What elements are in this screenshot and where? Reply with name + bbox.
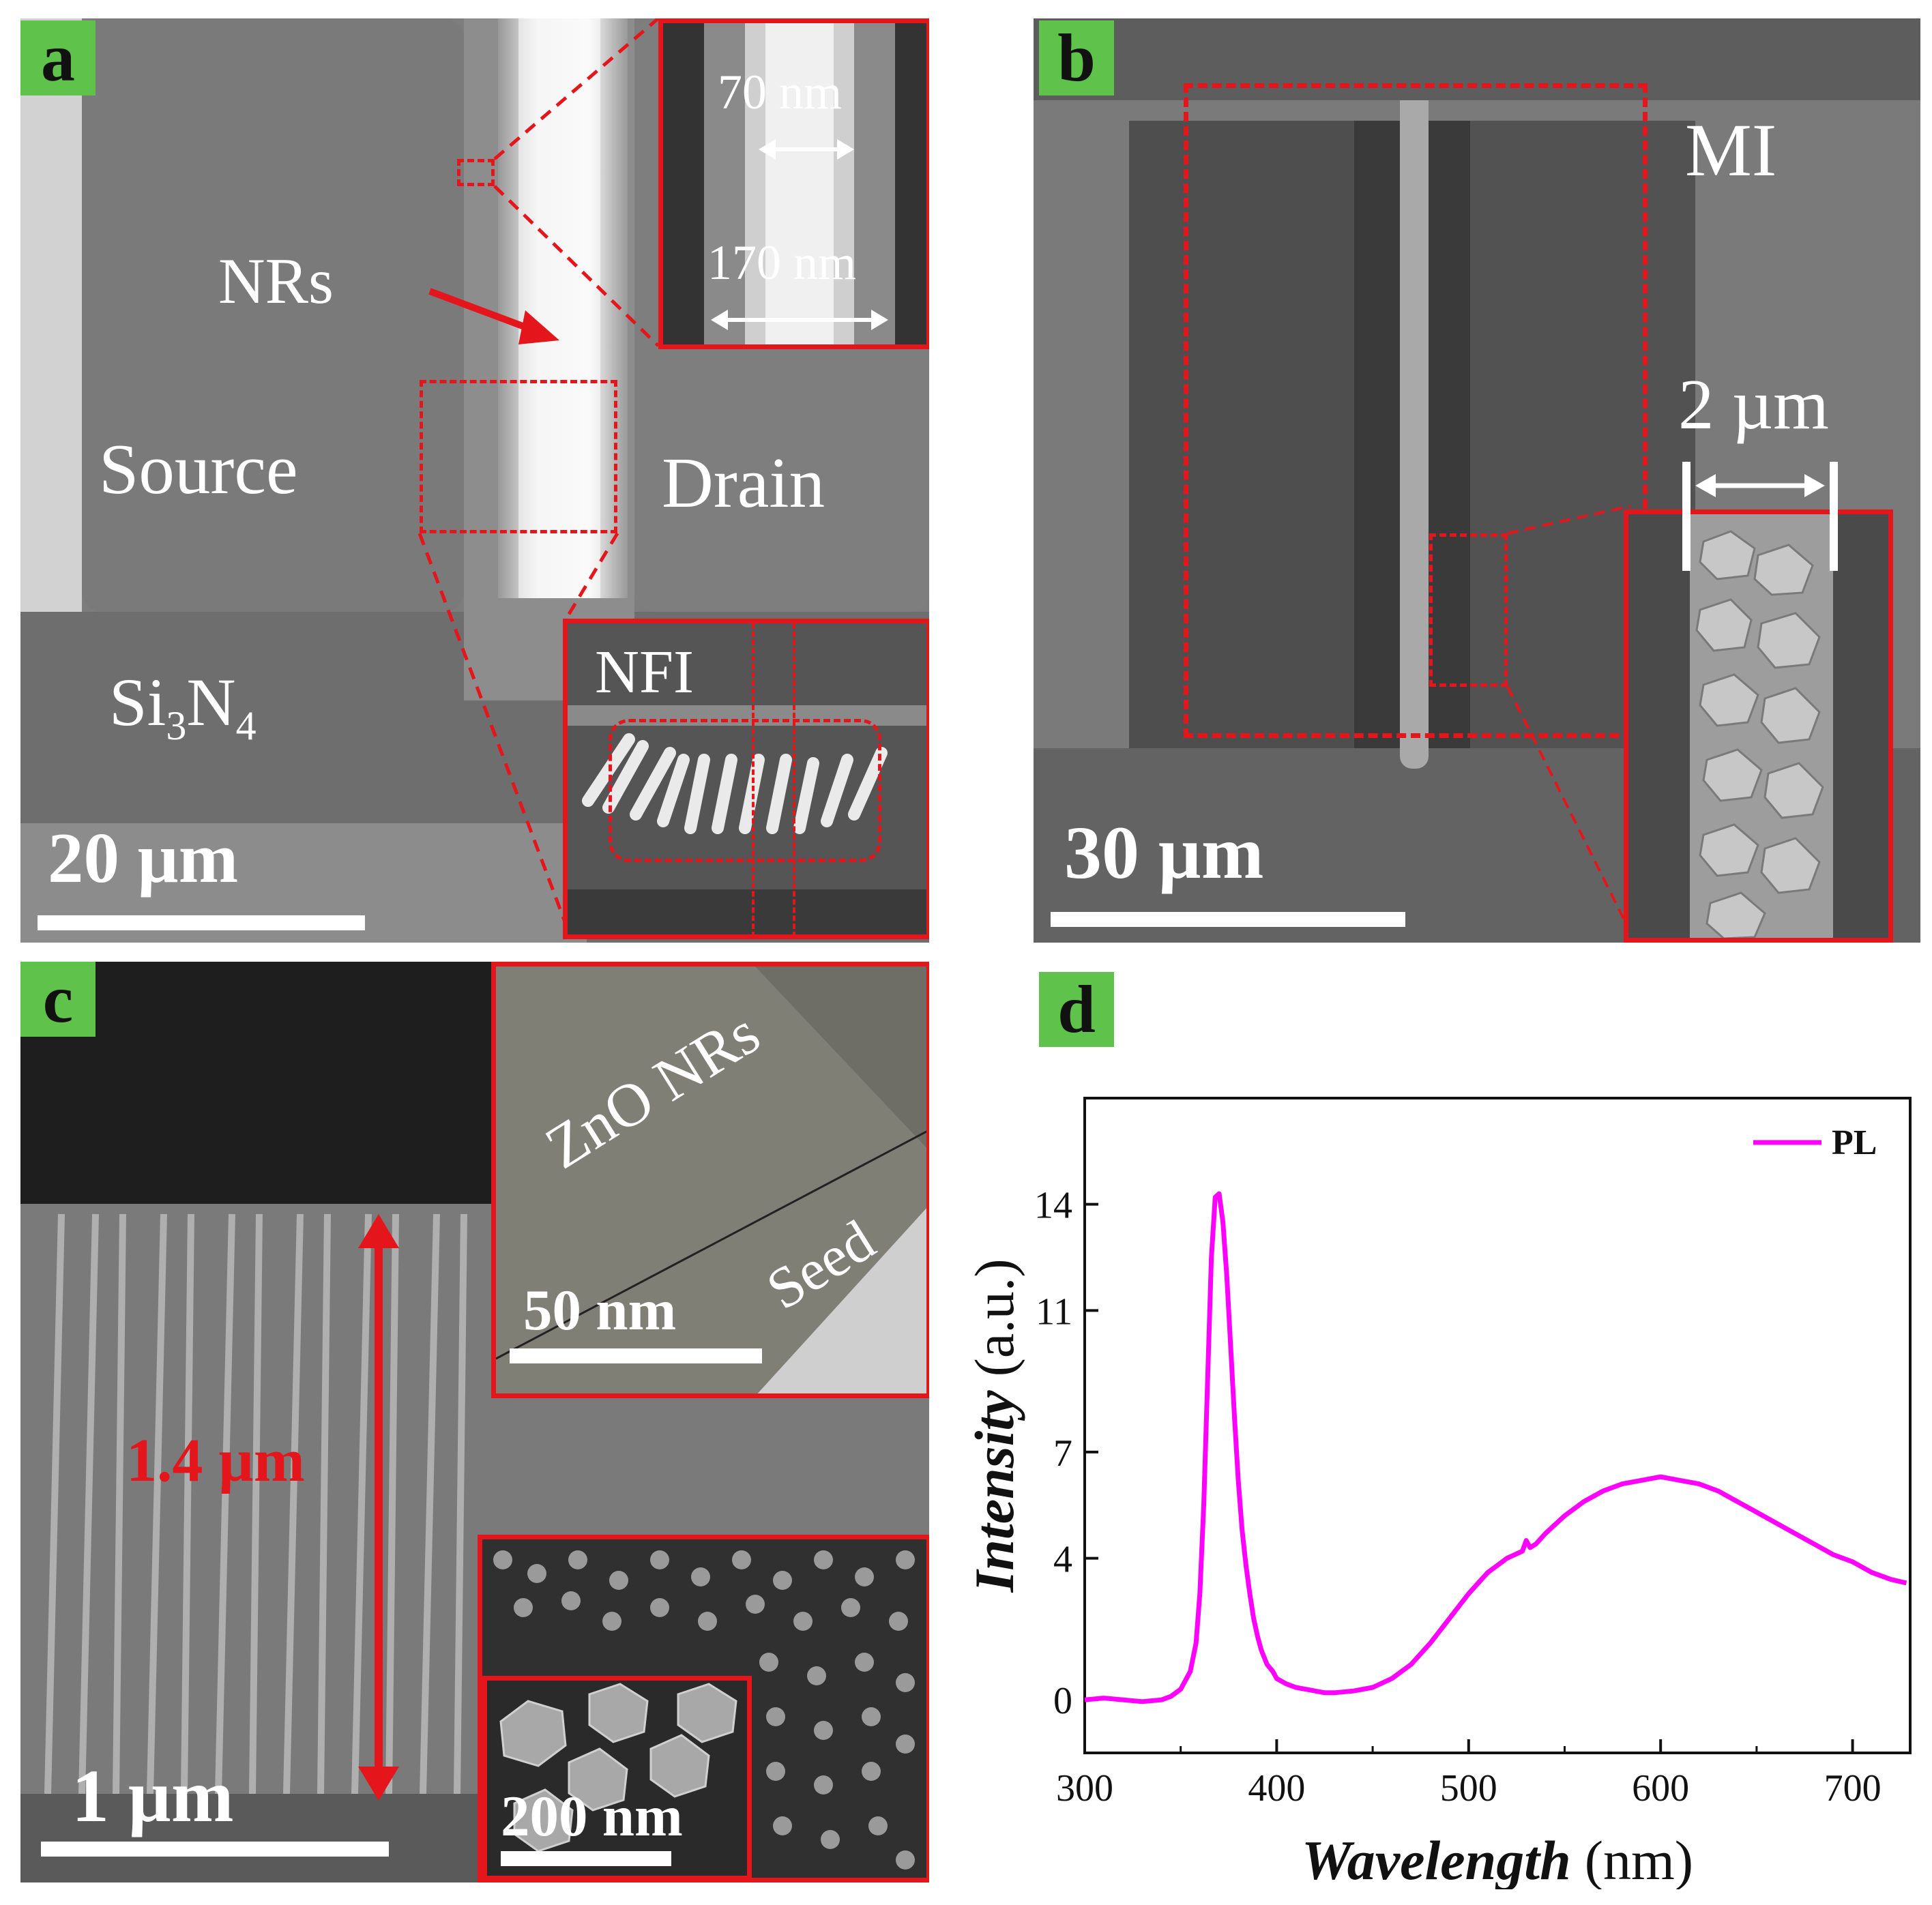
width-inner-label: 70 nm xyxy=(718,65,843,119)
drain-label: Drain xyxy=(662,443,825,522)
legend-pl-label: PL xyxy=(1832,1123,1877,1162)
inset-b-image xyxy=(1628,514,1888,938)
x-tick-label: 700 xyxy=(1824,1767,1882,1810)
nfi-divider-left xyxy=(752,623,755,934)
zoom-region-b xyxy=(1429,533,1508,687)
y-tick-label: 0 xyxy=(1053,1680,1072,1722)
zoom-lines xyxy=(418,18,660,926)
x-tick-label: 500 xyxy=(1440,1767,1497,1810)
inset-c-tem: ZnO NRs Seed 50 nm xyxy=(491,962,929,1398)
panel-b-scale-bar xyxy=(1051,912,1405,927)
mi-label: MI xyxy=(1685,108,1777,192)
zoom-region-bottom xyxy=(420,380,617,533)
panel-b-scale-label: 30 µm xyxy=(1064,811,1264,894)
nfi-region xyxy=(609,719,881,862)
x-tick-label: 600 xyxy=(1632,1767,1689,1810)
x-axis-title: Wavelength xyxy=(1302,1829,1571,1889)
inset-c-top-view: 200 nm xyxy=(478,1535,929,1882)
x-axis-unit: (nm) xyxy=(1585,1829,1693,1889)
panel-d-label: d xyxy=(1039,972,1114,1047)
width-label-b: 2 µm xyxy=(1678,364,1829,444)
inset-bottom-image xyxy=(568,623,926,934)
y-axis-title: Intensity xyxy=(963,1390,1025,1593)
plot-frame xyxy=(1083,1097,1912,1754)
panel-c-zoom-scale-label: 200 nm xyxy=(501,1784,683,1848)
width-arrow-b xyxy=(1682,462,1838,571)
inset-b-nr-array xyxy=(1624,510,1893,943)
y-tick-label: 4 xyxy=(1053,1539,1072,1581)
tick-labels: 300 400 500 600 700 0 4 7 11 14 xyxy=(1034,1185,1882,1810)
panel-a-scale-bar xyxy=(38,915,365,930)
panel-c-label: c xyxy=(20,962,96,1037)
inset-c-zoom-image xyxy=(487,1681,747,1876)
y-axis-label: Intensity (a.u.) xyxy=(963,1258,1025,1593)
source-label: Source xyxy=(99,429,298,509)
inset-top-image xyxy=(663,23,926,344)
zoom-region-small xyxy=(457,159,495,186)
panel-c: 1.4 µm ZnO NRs Seed 50 nm xyxy=(20,962,929,1882)
panel-c-zoom-scale-bar xyxy=(501,1851,671,1866)
panel-b: MI 2 µm xyxy=(1034,18,1920,943)
panel-a: NRs Source Drain Si3N4 70 nm 170 nm xyxy=(20,18,929,943)
panel-a-label: a xyxy=(20,20,96,95)
axis-ticks xyxy=(1083,1202,1854,1753)
y-tick-label: 7 xyxy=(1053,1432,1072,1475)
nfi-label: NFI xyxy=(595,638,694,706)
inset-c-zoom: 200 nm xyxy=(482,1676,752,1878)
y-tick-label: 11 xyxy=(1036,1290,1072,1333)
nfi-divider-right xyxy=(793,623,795,934)
nrs-label: NRs xyxy=(218,245,334,317)
width-outer-label: 170 nm xyxy=(707,235,857,290)
height-arrow xyxy=(358,1214,399,1801)
inset-c-tem-image xyxy=(496,966,926,1393)
panel-c-tem-scale-bar xyxy=(510,1348,762,1363)
panel-c-scale-bar xyxy=(41,1842,389,1857)
inset-bottom-nfi: NFI xyxy=(563,619,929,939)
height-label: 1.4 µm xyxy=(126,1427,305,1494)
panel-a-scale-label: 20 µm xyxy=(48,818,239,898)
nrs-arrow xyxy=(428,288,559,344)
panel-c-tem-scale-label: 50 nm xyxy=(523,1278,677,1342)
x-axis-label: Wavelength (nm) xyxy=(1302,1829,1693,1889)
mi-region xyxy=(1184,83,1648,738)
panel-b-label: b xyxy=(1039,20,1114,95)
y-axis-unit: (a.u.) xyxy=(963,1258,1025,1376)
y-tick-label: 14 xyxy=(1034,1185,1072,1227)
x-tick-label: 400 xyxy=(1248,1767,1305,1810)
series-pl-line xyxy=(1084,1191,1907,1704)
si3n4-label: Si3N4 xyxy=(109,664,257,748)
width-outer-arrow xyxy=(711,310,888,330)
pl-chart: 300 400 500 600 700 0 4 7 11 14 PL Wavelength (nm)… xyxy=(963,1097,1912,1889)
inset-top-nr-width: 70 nm 170 nm xyxy=(658,18,929,349)
width-inner-arrow xyxy=(759,139,854,160)
panel-c-scale-label: 1 µm xyxy=(72,1754,234,1837)
x-tick-label: 300 xyxy=(1056,1767,1113,1810)
panel-b-zoom-lines xyxy=(1506,505,1632,933)
